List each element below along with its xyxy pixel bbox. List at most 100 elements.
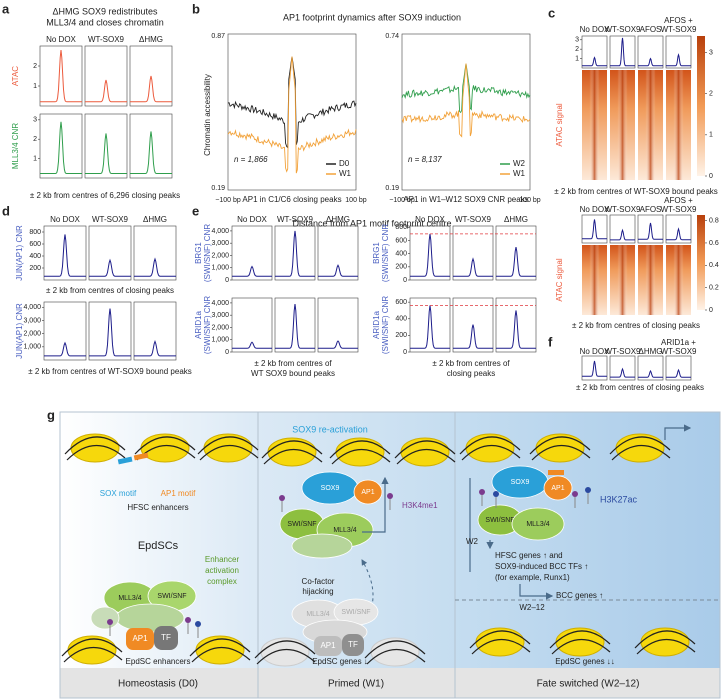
footer: ± 2 kb from centres of closing peaks [572, 321, 700, 330]
peak-profile [44, 234, 86, 277]
protein [291, 533, 353, 559]
plot-frame [129, 45, 173, 107]
colorbar-tick-label: 0.4 [709, 262, 719, 269]
plot-frame [581, 355, 608, 381]
column-header: ΔHMG [143, 215, 167, 224]
y-tick-label: 4,000 [211, 300, 229, 307]
dna [551, 638, 611, 655]
plot-frame [665, 355, 692, 381]
nucleosome [465, 433, 515, 463]
footer: ± 2 kb from centres of closing peaks [46, 286, 174, 295]
y-axis-label: (SWI/SNF) CNR [203, 224, 212, 282]
protein-label: SWI/SNF [287, 521, 316, 528]
dna [469, 630, 531, 649]
column-header: AFOS [640, 205, 662, 214]
schematic-label: hijacking [302, 587, 333, 596]
legend-label: W1 [339, 169, 352, 178]
schematic-label: Primed (W1) [328, 679, 384, 690]
y-tick-label: 2 [575, 46, 579, 53]
column-header: No DOX [46, 35, 76, 44]
dna [61, 638, 123, 657]
protein [353, 479, 383, 505]
plot-frame [88, 225, 132, 281]
column-header: ARID1a + [661, 338, 696, 347]
protein [543, 475, 573, 501]
peak-profile [44, 341, 86, 357]
nucleosome [535, 433, 585, 463]
dna [636, 638, 696, 655]
y-tick-label: 600 [29, 241, 41, 248]
plot-frame [581, 214, 608, 244]
y-tick-label: 2 [33, 136, 37, 143]
nucleosome [335, 437, 385, 467]
profile-shape [610, 367, 635, 378]
plot-frame [409, 225, 451, 281]
panel-letter: c [548, 5, 555, 20]
annotation: n = 1,866 [234, 155, 268, 164]
peak-profile [496, 247, 536, 277]
dna [609, 436, 671, 455]
y-axis-label: MLL3/4 CNR [11, 123, 20, 169]
protein-label: MLL3/4 [306, 611, 329, 618]
plot-frame [665, 35, 692, 69]
peak-profile [410, 305, 450, 349]
schematic-label: W2 [466, 537, 479, 546]
x-axis-label: Distance from AP1 motif footprint centre [292, 218, 451, 228]
peak-profile [134, 340, 176, 357]
profile-shape [401, 63, 531, 138]
schematic-label: AP1 [132, 634, 148, 643]
protein-label: AP1 [551, 485, 564, 492]
legend-label: D0 [339, 159, 350, 168]
y-axis-label: Chromatin accessibility [203, 74, 212, 156]
x-axis-label: AP1 in W1–W12 SOX9 CNR peaks [403, 195, 528, 204]
y-tick-label: 1 [33, 83, 37, 90]
heatmap-center [617, 70, 628, 180]
y-tick-label: 600 [395, 237, 407, 244]
plot-frame [495, 297, 537, 353]
y-tick-label: 3,000 [211, 240, 229, 247]
dna [191, 646, 251, 663]
column-header: WT-SOX9 [604, 347, 641, 356]
column-header: ΔHMG [504, 215, 528, 224]
footer: ± 2 kb from centres of closing peaks [576, 383, 704, 392]
protein [126, 628, 154, 650]
footer: closing peaks [447, 369, 495, 378]
y-axis-label: ATAC signal [555, 103, 564, 146]
schematic-label: Fate switched (W2–12) [537, 679, 640, 690]
colorbar-tick-label: 0 [709, 307, 713, 314]
profile-shape [638, 369, 663, 378]
plot-frame [317, 297, 359, 353]
colorbar [697, 215, 705, 310]
panel-letter: e [192, 203, 199, 218]
colorbar-tick-label: 0.2 [709, 284, 719, 291]
colorbar-tick-label: 3 [709, 49, 713, 56]
colorbar [697, 36, 705, 176]
histone-mark [387, 493, 393, 499]
schematic-label: HFSC genes ↑ and [495, 551, 563, 560]
y-tick-label: 1,000 [211, 337, 229, 344]
y-tick-label: 400 [395, 316, 407, 323]
y-tick-label: 0 [403, 349, 407, 356]
plot-frame [665, 214, 692, 244]
schematic-label: AP1 [320, 641, 336, 650]
peak-profile [232, 265, 272, 277]
schematic-label: W2–12 [519, 603, 545, 612]
stage-strip [60, 668, 720, 698]
peak-profile [453, 257, 493, 277]
profile-shape [582, 360, 607, 377]
y-tick-label: 4,000 [211, 228, 229, 235]
dna [366, 648, 426, 665]
plot-frame [43, 301, 87, 361]
y-tick-label: 3 [575, 37, 579, 44]
plot-frame [409, 297, 451, 353]
histone-mark [195, 621, 201, 627]
arrow [664, 424, 692, 440]
plot-frame [581, 35, 608, 69]
plot-frame [129, 113, 173, 179]
nucleosome [555, 627, 605, 657]
column-header: ΔHMG [326, 215, 350, 224]
y-axis-label: BRG1 [372, 242, 381, 264]
arrow [362, 476, 389, 533]
heatmap-center [673, 70, 684, 180]
schematic-label: complex [207, 577, 237, 586]
